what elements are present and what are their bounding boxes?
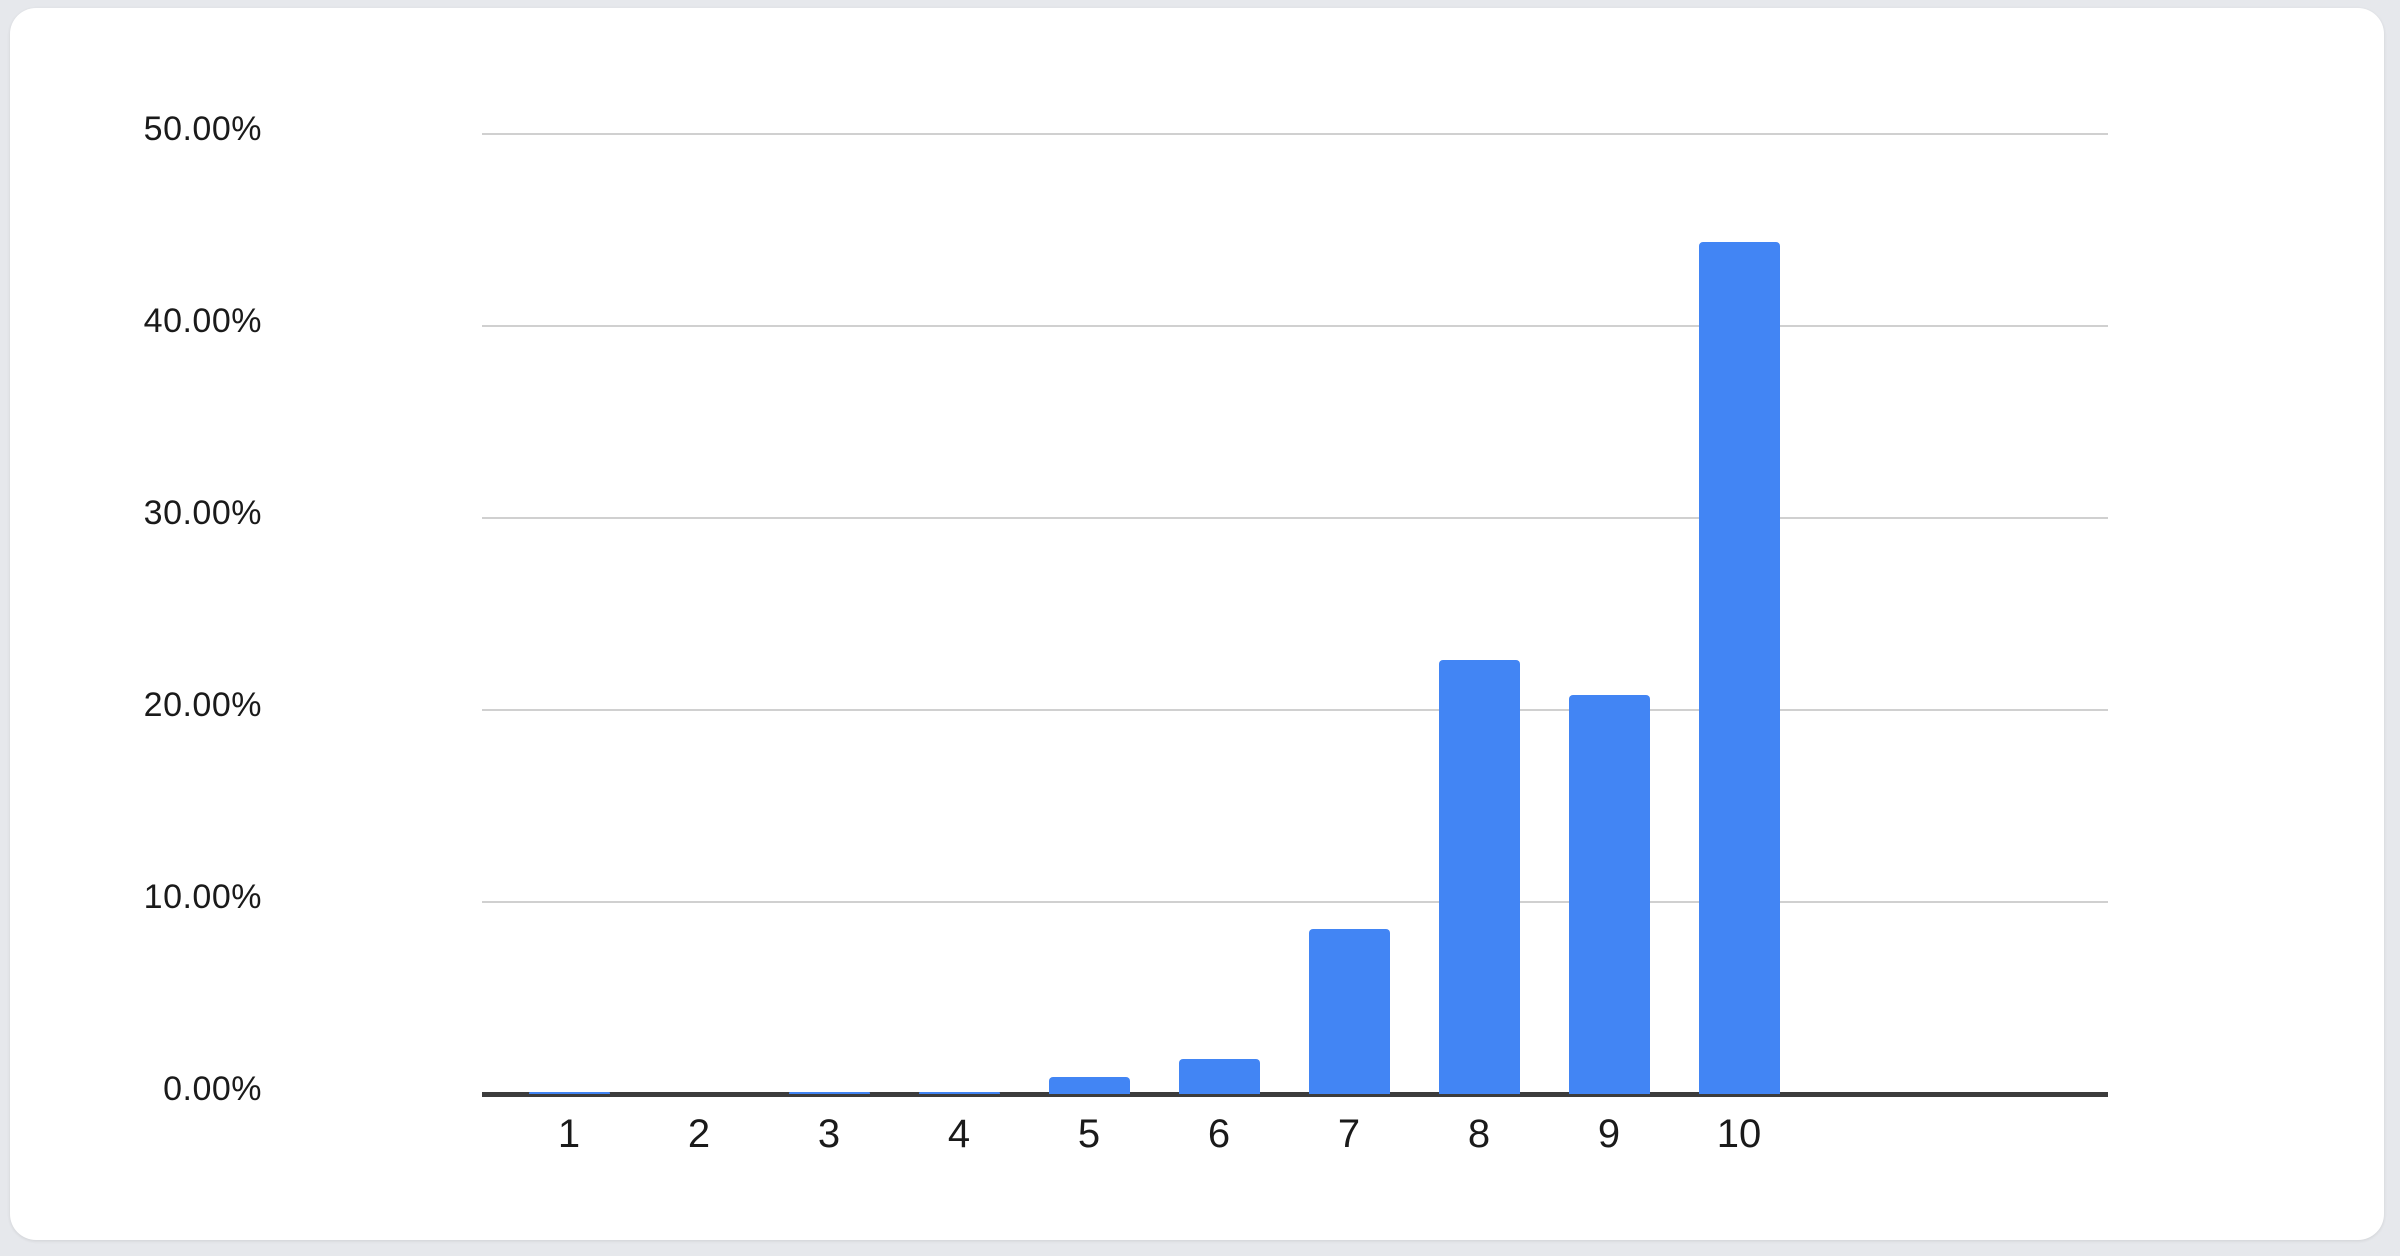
bar[interactable] [1049,1076,1130,1094]
y-axis-tick-label: 20.00% [143,686,262,724]
bar-slot[interactable] [504,134,634,1094]
bar-slot[interactable] [1674,134,1804,1094]
bar[interactable] [1569,694,1650,1094]
gridline [482,517,2108,519]
y-axis-tick-label: 10.00% [143,878,262,916]
x-axis-tick-label: 5 [1077,1112,1101,1156]
bar-slot[interactable] [764,134,894,1094]
bar[interactable] [529,1092,610,1094]
x-axis-tick-label: 1 [557,1112,581,1156]
bar-slot[interactable] [1154,134,1284,1094]
gridline [482,901,2108,903]
y-axis-tick-label: 50.00% [143,110,262,148]
gridline [482,133,2108,135]
gridline [482,709,2108,711]
bar-slot[interactable] [1544,134,1674,1094]
x-axis-tick-label: 6 [1207,1112,1231,1156]
x-axis-tick-label: 2 [687,1112,711,1156]
bar[interactable] [1699,241,1780,1094]
bar-slot[interactable] [894,134,1024,1094]
x-axis-tick-label: 7 [1337,1112,1361,1156]
x-axis-tick-label: 8 [1467,1112,1491,1156]
x-axis-tick-label: 4 [947,1112,971,1156]
x-axis-tick-label: 9 [1597,1112,1621,1156]
bar[interactable] [1309,928,1390,1094]
bar-slot[interactable] [1284,134,1414,1094]
bar-slot[interactable] [1024,134,1154,1094]
bar-slot[interactable] [1414,134,1544,1094]
gridline [482,325,2108,327]
chart-card: 0.00% 10.00% 20.00% 30.00% 40.00% 50.00% 1 2 3 4… [10,8,2384,1240]
y-axis-tick-label: 30.00% [143,494,262,532]
bar[interactable] [1179,1059,1260,1094]
bar[interactable] [789,1092,870,1094]
bar[interactable] [919,1092,1000,1094]
x-axis-tick-label: 3 [817,1112,841,1156]
y-axis-tick-label: 40.00% [143,302,262,340]
plot-area [482,133,2108,1097]
bar-slot[interactable] [634,134,764,1094]
x-axis-line [482,1092,2108,1097]
y-axis-tick-label: 0.00% [163,1070,262,1108]
bar[interactable] [1439,660,1520,1094]
bars-layer [482,134,2108,1094]
x-axis-tick-label: 10 [1716,1112,1762,1156]
